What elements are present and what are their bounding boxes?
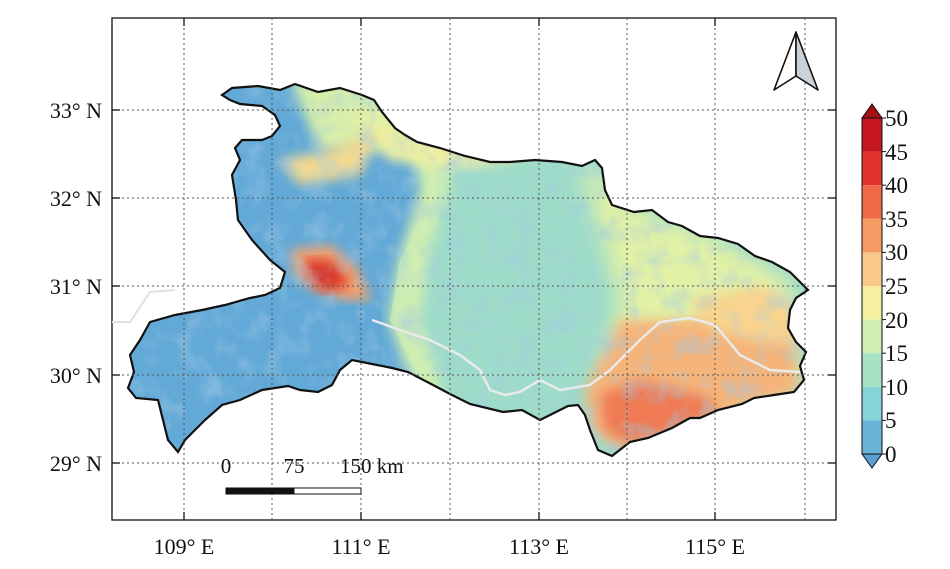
province-border xyxy=(126,82,810,458)
scale-label: 75 xyxy=(284,454,305,478)
lat-label: 29° N xyxy=(50,451,102,476)
lon-label: 111° E xyxy=(331,534,390,559)
colorbar-segment xyxy=(862,319,882,354)
lat-label: 31° N xyxy=(50,274,102,299)
north-arrow-icon xyxy=(773,31,819,91)
colorbar-segment xyxy=(862,420,882,454)
lon-label: 115° E xyxy=(685,534,745,559)
lat-label: 32° N xyxy=(50,186,102,211)
colorbar-segment xyxy=(862,151,882,186)
colorbar-segment xyxy=(862,218,882,253)
scale-label: 150 km xyxy=(340,454,404,478)
colorbar-tick-label: 10 xyxy=(885,375,908,400)
colorbar-segment xyxy=(862,353,882,387)
colorbar-tick-label: 50 xyxy=(885,106,908,131)
colorbar-segment xyxy=(862,286,882,320)
colorbar-segment xyxy=(862,252,882,286)
lat-label: 30° N xyxy=(50,363,102,388)
colorbar-extend-min xyxy=(861,453,883,469)
colorbar-tick-label: 25 xyxy=(885,274,908,299)
colorbar-tick-label: 45 xyxy=(885,140,908,165)
lon-label: 113° E xyxy=(509,534,569,559)
colorbar-segment xyxy=(862,386,882,421)
colorbar-tick-label: 0 xyxy=(885,442,897,467)
colorbar-tick-label: 15 xyxy=(885,341,908,366)
colorbar-segment xyxy=(862,118,882,152)
colorbar-tick-label: 5 xyxy=(885,408,897,433)
colorbar-tick-label: 35 xyxy=(885,207,908,232)
colorbar-tick-label: 40 xyxy=(885,173,908,198)
river-outline xyxy=(112,289,176,323)
colorbar-extend-max xyxy=(861,103,883,119)
scale-label: 0 xyxy=(221,454,232,478)
colorbar-tick-label: 20 xyxy=(885,308,908,333)
scale-bar: 0 75 150 km xyxy=(221,454,404,495)
colorbar-segment xyxy=(862,185,882,219)
lon-label: 109° E xyxy=(154,534,215,559)
lat-label: 33° N xyxy=(50,98,102,123)
gridlines xyxy=(112,18,836,520)
colorbar-tick-label: 30 xyxy=(885,240,908,265)
colorbar xyxy=(861,103,886,469)
colorbar-ticks: 50 45 40 35 30 25 20 15 10 5 0 xyxy=(885,106,908,467)
